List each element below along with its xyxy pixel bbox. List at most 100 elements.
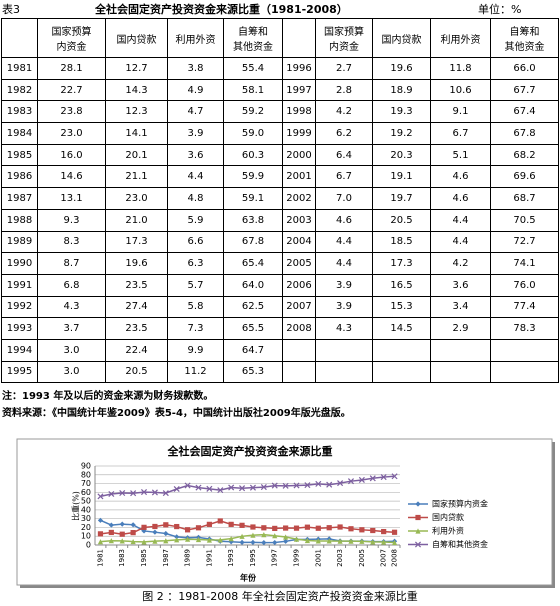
point: [272, 539, 278, 546]
value-cell: 4.6: [430, 187, 491, 210]
year-cell: 1984: [1, 122, 38, 145]
point: [326, 525, 332, 531]
point: [119, 521, 125, 527]
x-tick-label: 1991: [205, 549, 213, 567]
header-cell: 国家预算 内资金: [315, 18, 373, 58]
point: [358, 476, 365, 483]
value-cell: 62.5: [223, 295, 283, 319]
value-cell: 2.9: [430, 317, 491, 340]
header-text: 内资金: [329, 42, 359, 53]
point: [130, 490, 137, 497]
table-label: 表3: [2, 3, 20, 16]
value-cell: 6.8: [37, 273, 106, 297]
point: [97, 493, 104, 500]
value-cell: 19.1: [372, 165, 431, 189]
legend-marker: [414, 541, 422, 548]
value-cell: [430, 338, 491, 362]
value-cell: 68.2: [490, 143, 559, 167]
x-axis-label: 年份: [240, 573, 257, 583]
legend-marker: [415, 501, 421, 507]
year-cell: 2004: [282, 230, 316, 254]
year-cell: 2008: [282, 317, 316, 340]
point: [315, 525, 321, 531]
x-tick-label: 1987: [162, 549, 170, 567]
point: [151, 489, 158, 496]
header-cell: 自筹和 其他资金: [490, 18, 559, 58]
value-cell: 59.1: [223, 187, 283, 210]
table-row: 1991 6.8 23.5 5.7 64.0 2006 3.9 16.5 3.6 76.0: [1, 273, 559, 297]
table-row: 1993 3.7 23.5 7.3 65.5 2008 4.3 14.5 2.9 78.3: [1, 317, 559, 340]
header-cell: 国家预算 内资金: [37, 18, 106, 58]
table-row: 1983 23.8 12.3 4.7 59.2 1998 4.2 19.3 9.1 67.4: [1, 100, 559, 124]
value-cell: 23.8: [37, 100, 106, 124]
point: [163, 530, 169, 537]
y-tick-label: 10: [81, 532, 91, 541]
value-cell: 3.8: [167, 57, 224, 80]
point: [304, 537, 311, 544]
header-cell: 利用外资: [167, 18, 224, 58]
year-cell: 1998: [282, 100, 316, 124]
value-cell: [315, 360, 373, 384]
value-cell: 74.1: [490, 252, 559, 275]
point: [228, 484, 235, 491]
y-tick-label: 70: [81, 479, 91, 488]
value-cell: 63.8: [223, 208, 283, 232]
value-cell: 70.5: [490, 208, 559, 232]
header-row: 国家预算 内资金 国内贷款 利用外资 自筹和 其他资金 国家预算 内资金 国内贷款 利用外资 自筹和…: [1, 18, 559, 58]
header-text: 内资金: [56, 42, 87, 53]
series-line: [100, 475, 395, 498]
value-cell: 20.3: [372, 143, 431, 167]
value-cell: 55.4: [223, 57, 283, 80]
value-cell: 15.3: [372, 295, 431, 319]
value-cell: 6.3: [167, 252, 224, 275]
value-cell: 76.0: [490, 273, 559, 297]
value-cell: 4.2: [315, 100, 373, 124]
point: [337, 480, 344, 487]
point: [381, 539, 387, 545]
point: [97, 517, 104, 523]
table-row: 1995 3.0 20.5 11.2 65.3: [1, 360, 559, 384]
point: [315, 538, 321, 544]
value-cell: 5.8: [167, 295, 224, 319]
y-tick-label: 80: [81, 470, 91, 479]
x-tick-label: 2008: [391, 549, 399, 567]
point: [249, 484, 256, 491]
table-title: 全社会固定资产投资资金来源比重（1981-2008）: [95, 3, 348, 16]
point: [184, 527, 191, 533]
point: [261, 540, 267, 546]
point: [184, 536, 191, 542]
value-cell: 6.7: [430, 122, 491, 145]
value-cell: 68.7: [490, 187, 559, 210]
point: [108, 529, 114, 536]
point: [370, 539, 376, 545]
value-cell: 17.3: [372, 252, 431, 275]
point: [348, 538, 354, 544]
header-cell: 国内贷款: [105, 18, 168, 58]
value-cell: 3.6: [430, 273, 491, 297]
value-cell: 21.1: [105, 165, 168, 189]
value-cell: 16.5: [372, 273, 431, 297]
point: [206, 485, 213, 492]
value-cell: 5.1: [430, 143, 491, 167]
value-cell: 6.2: [315, 122, 373, 145]
x-tick-label: 1989: [184, 549, 192, 567]
source-note: 资料来源：《中国统计年鉴2009》表5-4，中国统计出版社2009年版光盘版。: [2, 408, 351, 419]
value-cell: 18.5: [372, 230, 431, 254]
point: [370, 527, 376, 534]
value-cell: 13.1: [37, 187, 106, 210]
value-cell: 64.0: [223, 273, 283, 297]
value-cell: 72.7: [490, 230, 559, 254]
point: [337, 524, 343, 530]
value-cell: 6.7: [315, 165, 373, 189]
point: [140, 489, 148, 496]
point: [108, 522, 114, 528]
value-cell: 4.4: [167, 165, 224, 189]
table-row: 1987 13.1 23.0 4.8 59.1 2002 7.0 19.7 4.6 68.7: [1, 187, 559, 210]
value-cell: 65.4: [223, 252, 283, 275]
y-tick-label: 20: [81, 523, 91, 532]
table-row: 1990 8.7 19.6 6.3 65.4 2005 4.4 17.3 4.2 74.1: [1, 252, 559, 275]
value-cell: 19.7: [372, 187, 431, 210]
table-row: 1984 23.0 14.1 3.9 59.0 1999 6.2 19.2 6.7 67.8: [1, 122, 559, 145]
x-tick-label: 2003: [336, 549, 344, 567]
